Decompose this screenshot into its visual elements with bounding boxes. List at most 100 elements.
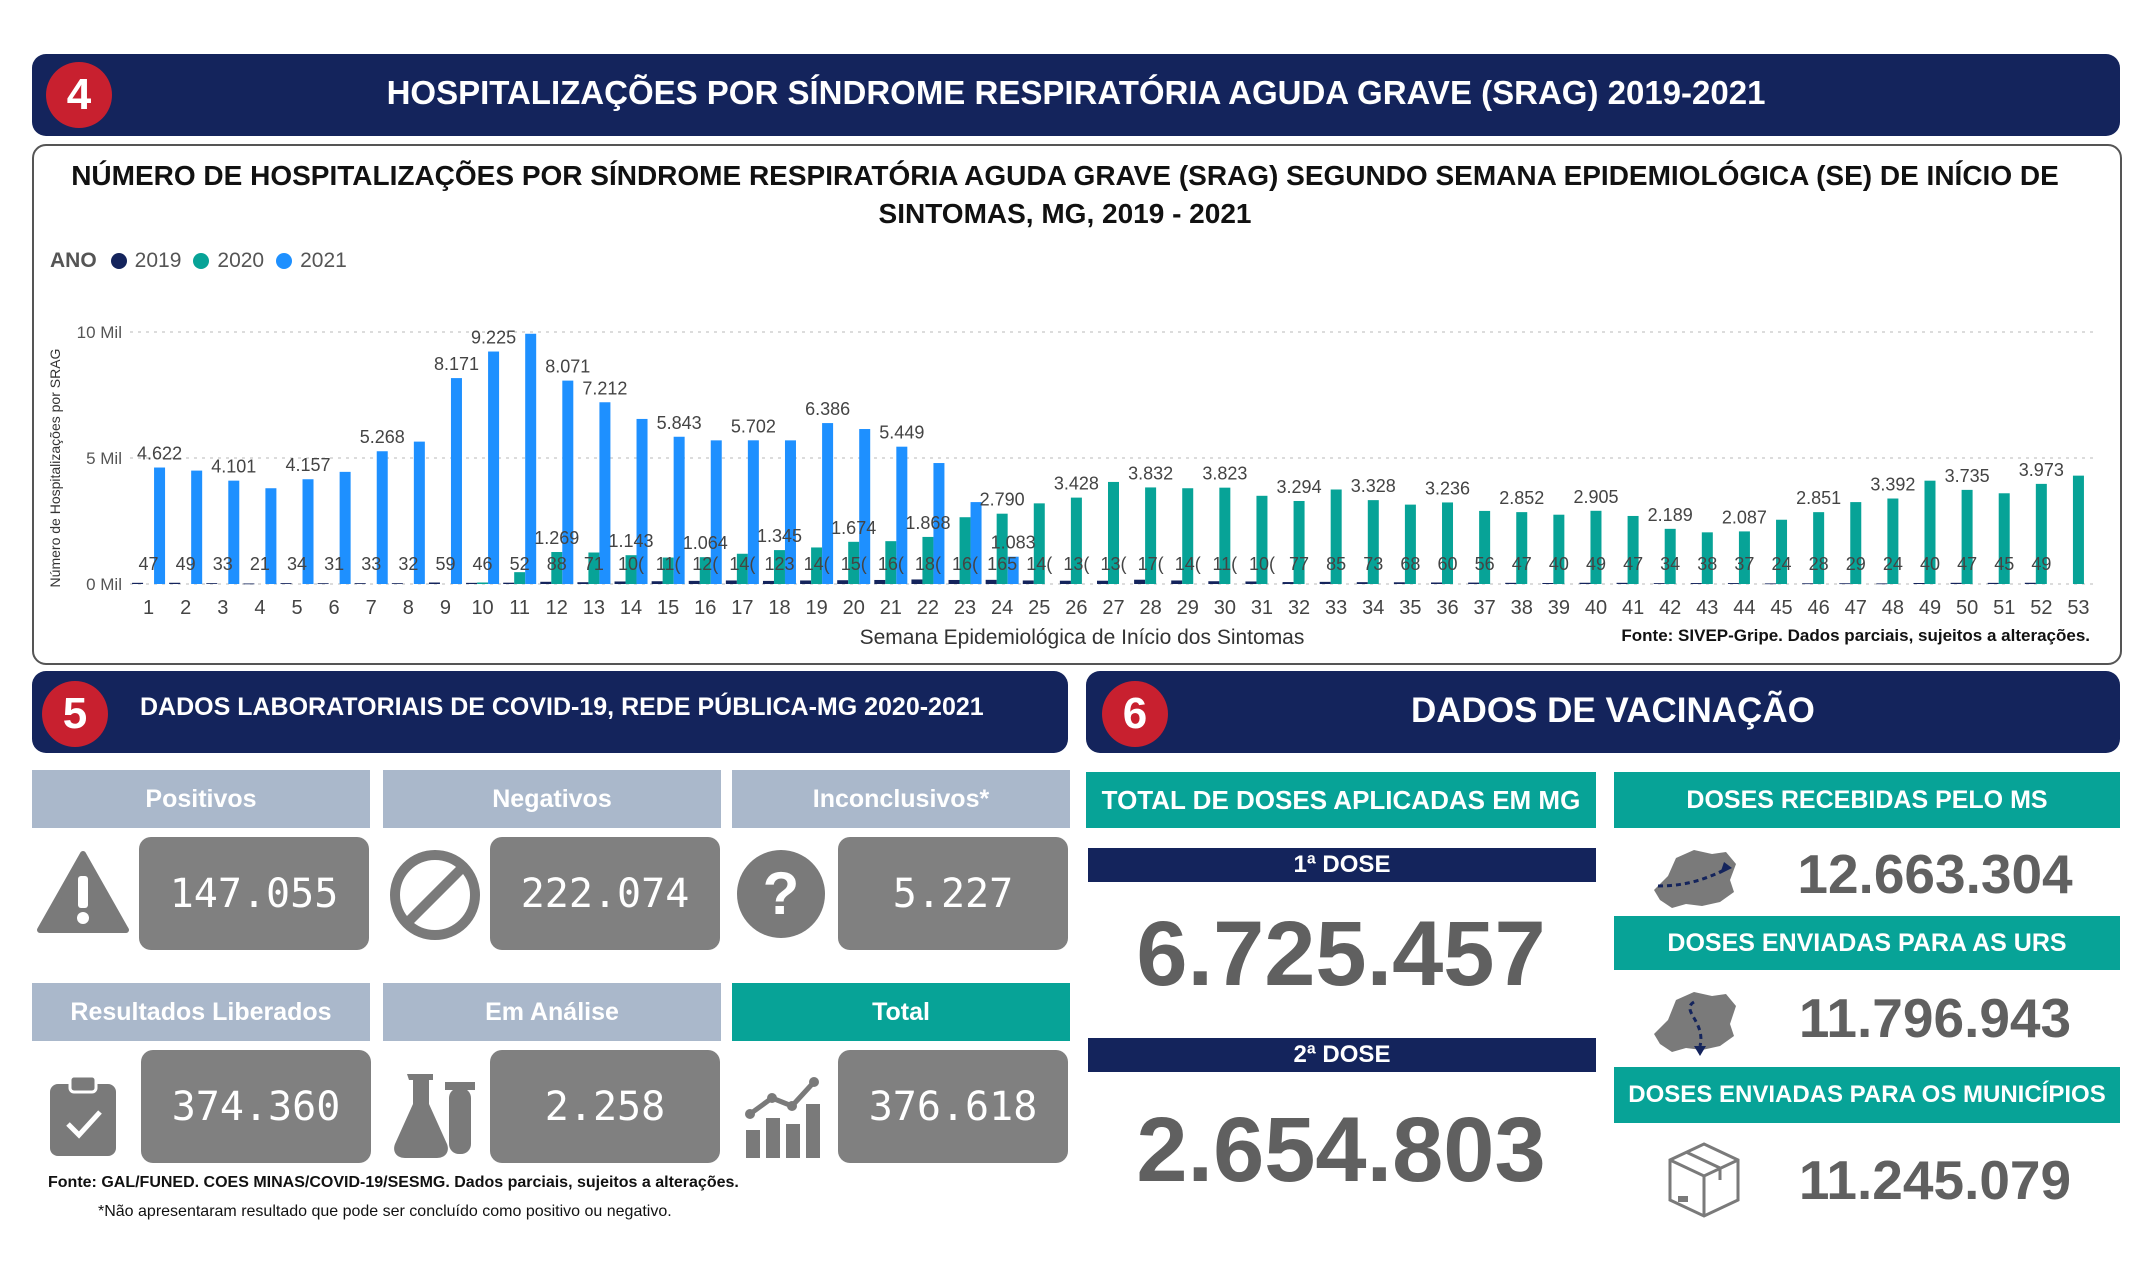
minas-map-route-icon — [1650, 988, 1740, 1058]
bar-2021-week-10 — [488, 351, 500, 584]
data-label: 31 — [324, 554, 344, 574]
bar-2019-week-15 — [651, 581, 663, 584]
x-tick-label: 29 — [1177, 597, 1199, 619]
doses-urs-header: DOSES ENVIADAS PARA AS URS — [1614, 916, 2120, 970]
x-tick-label: 38 — [1511, 597, 1533, 619]
dose2-value: 2.654.803 — [1136, 1099, 1546, 1201]
data-label: 29 — [1846, 554, 1866, 574]
bar-2019-week-40 — [1579, 582, 1591, 584]
bar-2020-week-16 — [699, 557, 711, 584]
bar-2019-week-26 — [1059, 580, 1071, 584]
x-tick-label: 30 — [1214, 597, 1236, 619]
data-label: 47 — [1623, 554, 1643, 574]
bar-2020-week-29 — [1182, 488, 1194, 584]
bar-2019-week-42 — [1653, 583, 1665, 584]
bar-2021-week-6 — [339, 471, 351, 584]
negativos-value: 222.074 — [490, 837, 720, 950]
bar-2020-week-30 — [1219, 487, 1231, 584]
data-label: 88 — [547, 554, 567, 574]
data-label: 5.702 — [731, 416, 776, 436]
data-label: 47 — [139, 554, 159, 574]
bar-2019-week-5 — [280, 583, 292, 584]
bar-2019-week-11 — [503, 582, 515, 584]
lab-source-note: Fonte: GAL/FUNED. COES MINAS/COVID-19/SE… — [48, 1174, 739, 1191]
bar-2019-week-45 — [1765, 583, 1777, 585]
data-label: 49 — [1586, 554, 1606, 574]
negativos-header: Negativos — [383, 770, 721, 828]
data-label: 2.087 — [1722, 507, 1767, 527]
bar-2019-week-27 — [1097, 580, 1108, 584]
x-tick-label: 18 — [768, 597, 790, 619]
bar-2019-week-12 — [540, 581, 552, 584]
x-tick-label: 12 — [546, 597, 568, 619]
section-title: DADOS LABORATORIAIS DE COVID-19, REDE PÚ… — [140, 693, 984, 721]
total-value: 376.618 — [838, 1050, 1068, 1163]
x-tick-label: 2 — [180, 597, 191, 619]
x-tick-label: 40 — [1585, 597, 1607, 619]
data-label: 12( — [692, 554, 718, 574]
question-icon: ? — [735, 848, 827, 940]
x-tick-label: 22 — [917, 597, 939, 619]
x-tick-label: 15 — [657, 597, 679, 619]
chart-legend: ANO 2019 2020 2021 — [50, 249, 347, 273]
doses-recebidas-value: 12.663.304 — [1797, 843, 2073, 905]
bar-2021-week-23 — [970, 502, 982, 584]
data-label: 1.064 — [683, 533, 728, 553]
data-label: 47 — [1512, 554, 1532, 574]
bar-2020-week-51 — [1998, 493, 2010, 584]
bar-2020-week-11 — [514, 572, 526, 584]
data-label: 85 — [1326, 554, 1346, 574]
x-tick-label: 33 — [1325, 597, 1347, 619]
data-label: 5.449 — [879, 423, 924, 443]
x-tick-label: 50 — [1956, 597, 1978, 619]
x-tick-label: 37 — [1474, 597, 1496, 619]
total-doses-header: TOTAL DE DOSES APLICADAS EM MG — [1086, 772, 1596, 828]
bar-2019-week-29 — [1171, 580, 1183, 584]
bar-2020-week-31 — [1256, 495, 1268, 584]
data-label: 16( — [878, 554, 904, 574]
x-tick-label: 17 — [731, 597, 753, 619]
legend-title: ANO — [50, 249, 97, 272]
data-label: 56 — [1475, 554, 1495, 574]
chart-title-line-1: NÚMERO DE HOSPITALIZAÇÕES POR SÍNDROME R… — [71, 160, 2059, 191]
bar-2021-week-4 — [265, 488, 277, 584]
bar-2019-week-7 — [354, 583, 366, 584]
bar-2019-week-51 — [1987, 582, 1999, 584]
bar-2021-week-24 — [1007, 556, 1019, 584]
data-label: 2.189 — [1648, 505, 1693, 525]
section-number-badge: 5 — [42, 681, 108, 747]
bar-2019-week-44 — [1727, 583, 1739, 584]
bar-2019-week-30 — [1208, 581, 1220, 584]
bar-2019-week-33 — [1319, 581, 1331, 584]
bar-2020-week-25 — [1033, 503, 1045, 584]
bar-2020-week-35 — [1404, 504, 1416, 584]
x-tick-label: 14 — [620, 597, 642, 619]
data-label: 11( — [1212, 554, 1237, 574]
bar-2019-week-47 — [1839, 583, 1851, 585]
bar-2021-week-9 — [450, 378, 462, 584]
data-label: 40 — [1920, 554, 1940, 574]
data-label: 8.171 — [434, 354, 479, 374]
bar-2020-week-32 — [1293, 500, 1305, 584]
bar-2020-week-50 — [1961, 489, 1973, 584]
data-label: 45 — [1994, 554, 2014, 574]
bar-2019-week-22 — [911, 579, 923, 584]
x-tick-label: 6 — [329, 597, 340, 619]
data-label: 32 — [398, 554, 418, 574]
bar-2019-week-17 — [725, 580, 737, 584]
data-label: 1.674 — [831, 518, 876, 538]
bar-2019-week-52 — [2024, 582, 2036, 584]
bar-2021-week-3 — [228, 480, 240, 584]
bar-2019-week-10 — [466, 582, 478, 584]
bar-2020-week-36 — [1442, 502, 1454, 584]
bar-2020-week-46 — [1813, 512, 1825, 584]
x-tick-label: 25 — [1028, 597, 1050, 619]
data-label: 3.973 — [2019, 460, 2064, 480]
y-tick-label: 5 Mil — [86, 449, 122, 468]
bar-2020-week-47 — [1850, 502, 1862, 584]
data-label: 4.157 — [285, 455, 330, 475]
bar-2021-week-8 — [413, 441, 425, 584]
x-tick-label: 32 — [1288, 597, 1310, 619]
bar-2019-week-34 — [1356, 582, 1368, 584]
x-tick-label: 45 — [1770, 597, 1792, 619]
